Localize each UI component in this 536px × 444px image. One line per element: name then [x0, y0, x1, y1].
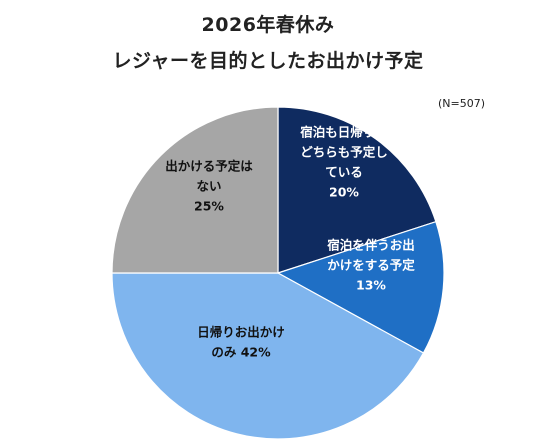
slice-label-1-line-4: 20%	[329, 185, 359, 200]
slice-label-4-line-3: 25%	[194, 199, 224, 214]
slice-label-1-line-1: 宿泊も日帰りも	[300, 125, 388, 140]
slice-label-3-line-1: 日帰りお出かけ	[197, 325, 285, 340]
pie-slice-3	[111, 272, 425, 440]
pie-slice-4	[111, 106, 279, 274]
sample-size-note: (N=507)	[437, 97, 485, 110]
pie-slice-2	[276, 220, 445, 354]
slice-label-2-line-1: 宿泊を伴うお出	[327, 238, 415, 253]
slice-label-2-line-3: 13%	[356, 278, 386, 293]
chart-title-line2: レジャーを目的としたお出かけ予定	[112, 50, 424, 72]
slice-label-4-line-2: ない	[196, 179, 221, 194]
pie-slice-1	[277, 106, 437, 274]
slice-label-1-line-2: どちらも予定し	[300, 145, 388, 160]
slice-label-4-line-1: 出かける予定は	[165, 159, 253, 174]
slice-label-1-line-3: ている	[325, 165, 363, 180]
slice-label-3-line-2: のみ 42%	[211, 345, 271, 360]
slice-label-2-line-2: かけをする予定	[327, 258, 415, 273]
chart-title-line1: 2026年春休み	[201, 14, 335, 36]
